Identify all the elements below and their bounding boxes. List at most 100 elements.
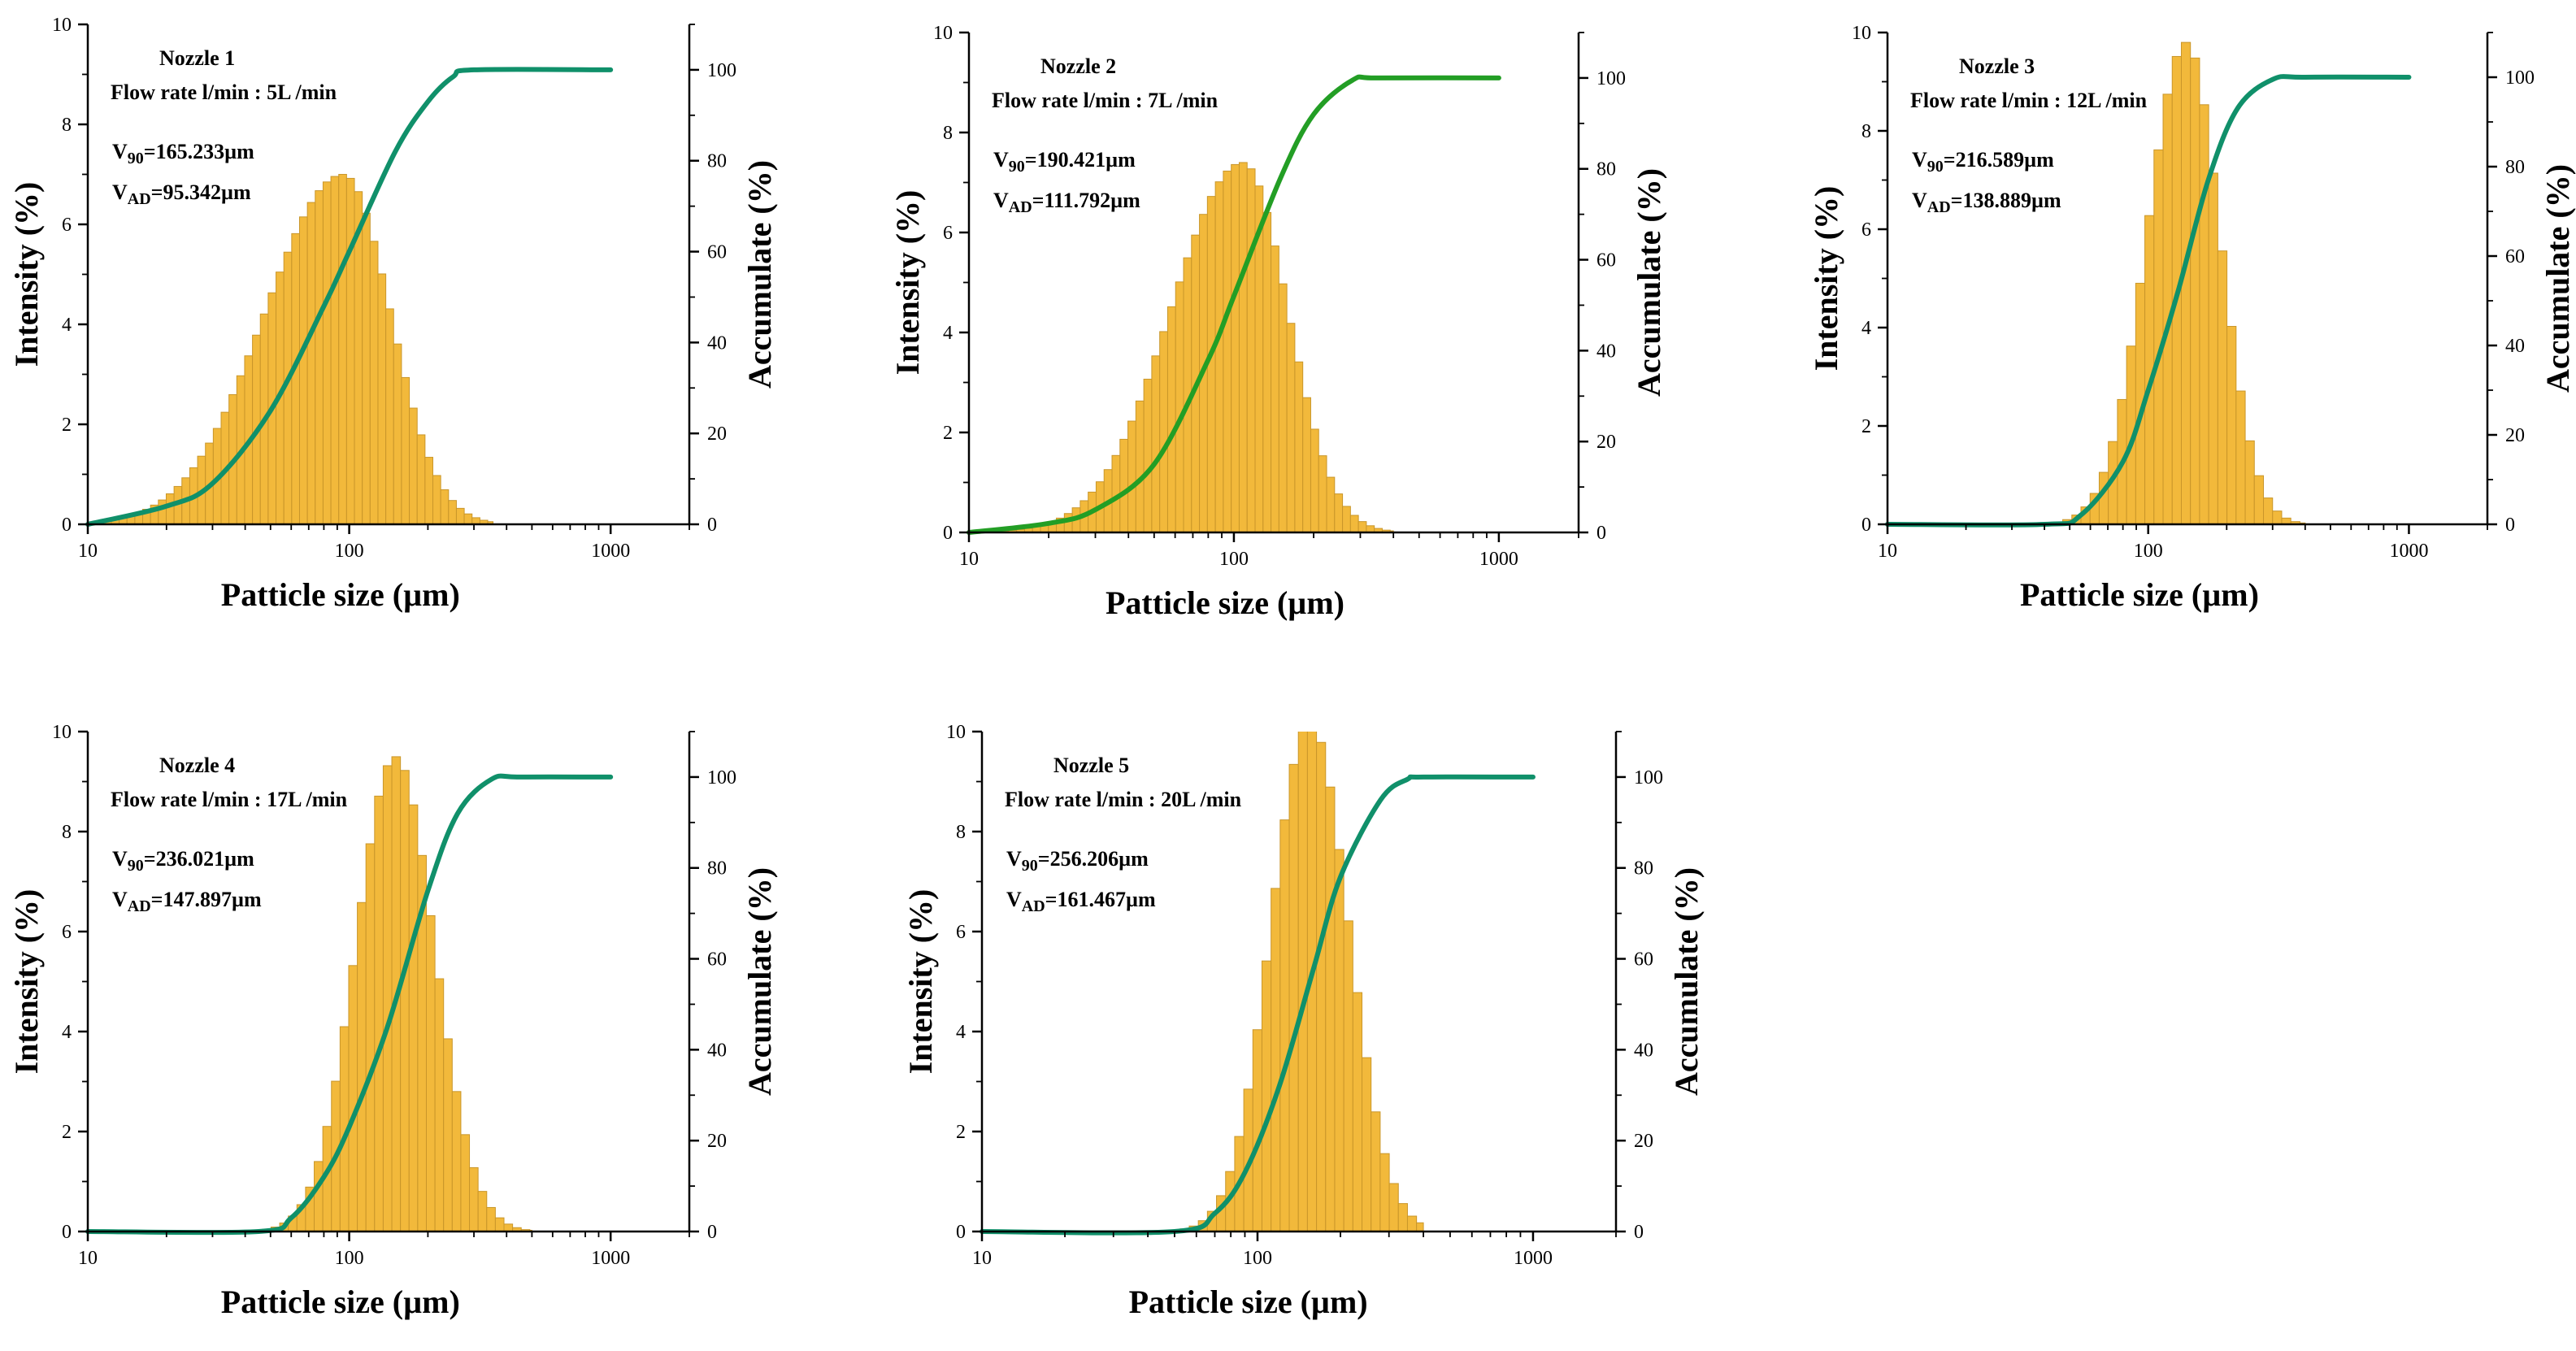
histogram-bar [1297,732,1308,1232]
histogram-bar [330,176,340,524]
histogram-bar [1358,521,1367,532]
v90-label: V90=256.206µm [1006,847,1149,875]
y-tick-label: 2 [956,1122,966,1143]
histogram-bar [365,843,376,1232]
histogram-bar [2217,250,2228,524]
x-axis-title: Patticle size (µm) [221,1284,460,1320]
y2-tick-label: 0 [1596,523,1606,544]
histogram-bar [1159,331,1168,532]
histogram-bar [432,475,441,524]
x-tick-label: 1000 [591,1248,630,1269]
histogram-bar [486,1206,496,1232]
histogram-bar [460,1134,471,1232]
histogram-bar [158,499,167,524]
y-tick-label: 6 [62,215,72,236]
x-axis-title: Patticle size (µm) [221,576,460,613]
accumulate-curve [85,773,614,1236]
x-tick-label: 10 [959,549,979,570]
flow-rate-label: Flow rate l/min : 17L /min [111,788,348,811]
y2-tick-label: 40 [2505,336,2525,357]
y-tick-label: 4 [62,1022,72,1043]
histogram-bar [440,489,450,524]
histogram-bar [382,765,393,1232]
y2-tick-label: 60 [2505,246,2525,267]
histogram-bar [1349,515,1359,532]
y-tick-label: 0 [1861,515,1871,536]
histogram-bar [377,273,387,524]
y2-tick-label: 20 [2505,425,2525,446]
y2-tick-label: 40 [707,332,727,354]
y-tick-label: 6 [943,223,953,244]
histogram-bar [2244,440,2255,524]
y2-axis-title: Accumulate (%) [741,867,778,1096]
y-tick-label: 10 [1852,23,1871,44]
y2-axis-title: Accumulate (%) [1631,168,1667,397]
y2-tick-label: 100 [2505,67,2535,89]
histogram-bar [1288,763,1299,1232]
y-tick-label: 2 [1861,416,1871,437]
histogram-bar [1326,476,1336,532]
histogram-bar [448,500,457,524]
x-tick-label: 100 [2134,541,2163,562]
histogram-bar [1246,168,1256,532]
histogram-bar [1135,400,1145,532]
x-tick-label: 10 [972,1248,992,1269]
y2-tick-label: 60 [707,949,727,971]
x-tick-label: 100 [1219,549,1249,570]
y-tick-label: 4 [943,323,953,344]
flow-rate-label: Flow rate l/min : 7L /min [992,89,1218,112]
histogram-bar [408,804,419,1232]
histogram-bar [348,965,358,1232]
x-tick-label: 10 [1878,541,1897,562]
histogram-bar [1175,281,1184,532]
nozzle-label: Nozzle 5 [1053,754,1129,777]
vad-label: VAD=147.897µm [112,888,262,915]
histogram-bar [1143,378,1153,532]
y2-tick-label: 20 [707,1131,727,1152]
histogram-bar [401,376,411,524]
histogram-bar [425,914,436,1232]
histogram-bar [424,457,434,524]
histogram-bar [1302,397,1311,532]
y-tick-label: 10 [933,23,953,44]
y-tick-label: 10 [52,722,72,743]
histogram-bar [1151,355,1161,532]
y2-tick-label: 60 [1634,949,1653,971]
histogram-bar [1119,438,1129,532]
histogram-bar [416,434,426,524]
histogram-bar [2153,149,2164,524]
histogram-bars [992,162,1394,532]
histogram-bar [1166,306,1176,532]
y-tick-label: 4 [62,315,72,336]
x-tick-label: 1000 [591,541,630,562]
y-tick-label: 4 [1861,318,1871,339]
histogram-bar [469,1166,479,1232]
x-tick-label: 100 [335,1248,364,1269]
y-axis-title: Intensity (%) [902,889,939,1075]
v90-label: V90=236.021µm [112,847,254,875]
x-axis-title: Patticle size (µm) [2020,576,2259,613]
histogram-bar [2272,510,2283,524]
histogram-bar [2226,325,2237,524]
histogram-bar [455,507,465,524]
histogram-bar [487,521,494,524]
histogram-bar [338,174,347,524]
y-tick-label: 6 [62,922,72,943]
y-tick-label: 0 [943,523,953,544]
histogram-bar [1406,1215,1418,1232]
y2-tick-label: 0 [707,515,717,536]
y2-tick-label: 100 [1634,767,1663,788]
histogram-bar [2199,104,2209,524]
histogram-bar [1334,493,1344,532]
y-tick-label: 10 [52,15,72,36]
y2-axis-title: Accumulate (%) [2539,164,2576,393]
histogram-bar [298,216,308,524]
histogram-bar [291,232,300,524]
vad-label: VAD=95.342µm [112,180,251,208]
y2-tick-label: 40 [707,1040,727,1061]
y2-axis-title: Accumulate (%) [1668,867,1705,1096]
v90-label: V90=190.421µm [993,148,1136,176]
